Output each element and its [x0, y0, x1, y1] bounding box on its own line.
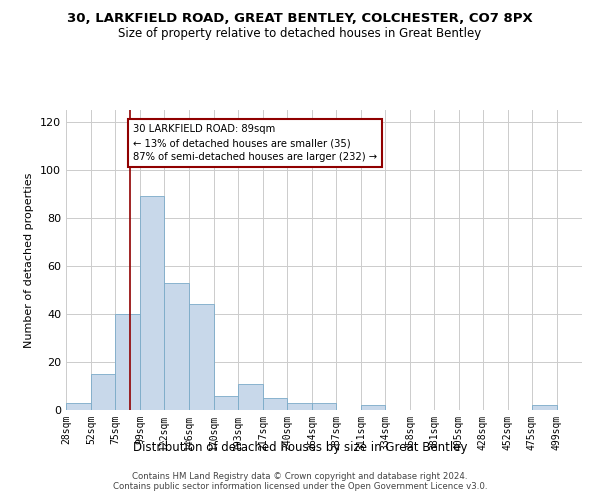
Bar: [361, 405, 385, 410]
Text: Contains HM Land Registry data © Crown copyright and database right 2024.: Contains HM Land Registry data © Crown c…: [132, 472, 468, 481]
Bar: [312, 403, 336, 410]
Bar: [287, 403, 312, 410]
Bar: [532, 405, 557, 410]
Bar: [238, 384, 263, 410]
Bar: [115, 314, 140, 410]
Bar: [164, 283, 189, 410]
Bar: [140, 196, 164, 410]
Text: 30 LARKFIELD ROAD: 89sqm
← 13% of detached houses are smaller (35)
87% of semi-d: 30 LARKFIELD ROAD: 89sqm ← 13% of detach…: [133, 124, 377, 162]
Bar: [66, 403, 91, 410]
Text: Contains public sector information licensed under the Open Government Licence v3: Contains public sector information licen…: [113, 482, 487, 491]
Bar: [214, 396, 238, 410]
Bar: [263, 398, 287, 410]
Bar: [189, 304, 214, 410]
Text: Distribution of detached houses by size in Great Bentley: Distribution of detached houses by size …: [133, 441, 467, 454]
Text: Size of property relative to detached houses in Great Bentley: Size of property relative to detached ho…: [118, 28, 482, 40]
Y-axis label: Number of detached properties: Number of detached properties: [25, 172, 34, 348]
Bar: [91, 374, 115, 410]
Text: 30, LARKFIELD ROAD, GREAT BENTLEY, COLCHESTER, CO7 8PX: 30, LARKFIELD ROAD, GREAT BENTLEY, COLCH…: [67, 12, 533, 26]
